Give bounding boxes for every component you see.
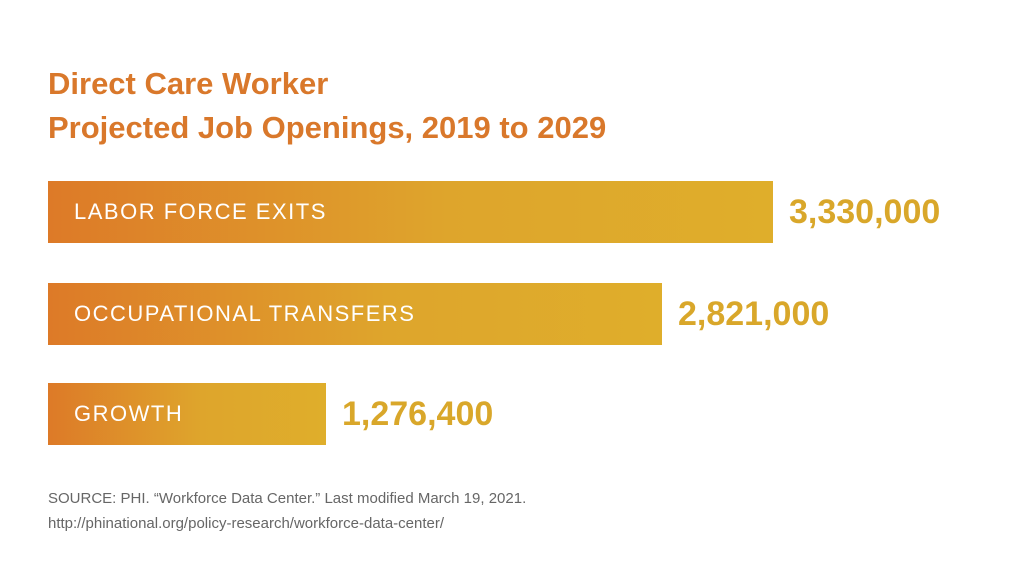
title-line-1: Direct Care Worker — [48, 66, 329, 101]
bar-chart: LABOR FORCE EXITS 3,330,000 OCCUPATIONAL T… — [48, 0, 1024, 460]
source-line-2[interactable]: http://phinational.org/policy-research/w… — [48, 515, 445, 532]
title-line-2: Projected Job Openings, 2019 to 2029 — [48, 110, 607, 145]
bar-category-label: OCCUPATIONAL TRANSFERS — [74, 301, 416, 326]
bar-labor-force-exits: LABOR FORCE EXITS — [48, 181, 773, 243]
chart-title: Direct Care Worker Projected Job Opening… — [48, 62, 606, 150]
bar-category-label: LABOR FORCE EXITS — [74, 199, 327, 224]
bar-value-label: 1,276,400 — [342, 395, 494, 433]
bar-occupational-transfers: OCCUPATIONAL TRANSFERS — [48, 283, 662, 345]
source-line-1: SOURCE: PHI. “Workforce Data Center.” La… — [48, 490, 527, 507]
bar-category-label: GROWTH — [74, 401, 184, 426]
bar-value-label: 3,330,000 — [789, 193, 941, 231]
bar-growth: GROWTH — [48, 383, 326, 445]
bar-value-label: 2,821,000 — [678, 295, 830, 333]
source-note: SOURCE: PHI. “Workforce Data Center.” La… — [48, 486, 526, 536]
